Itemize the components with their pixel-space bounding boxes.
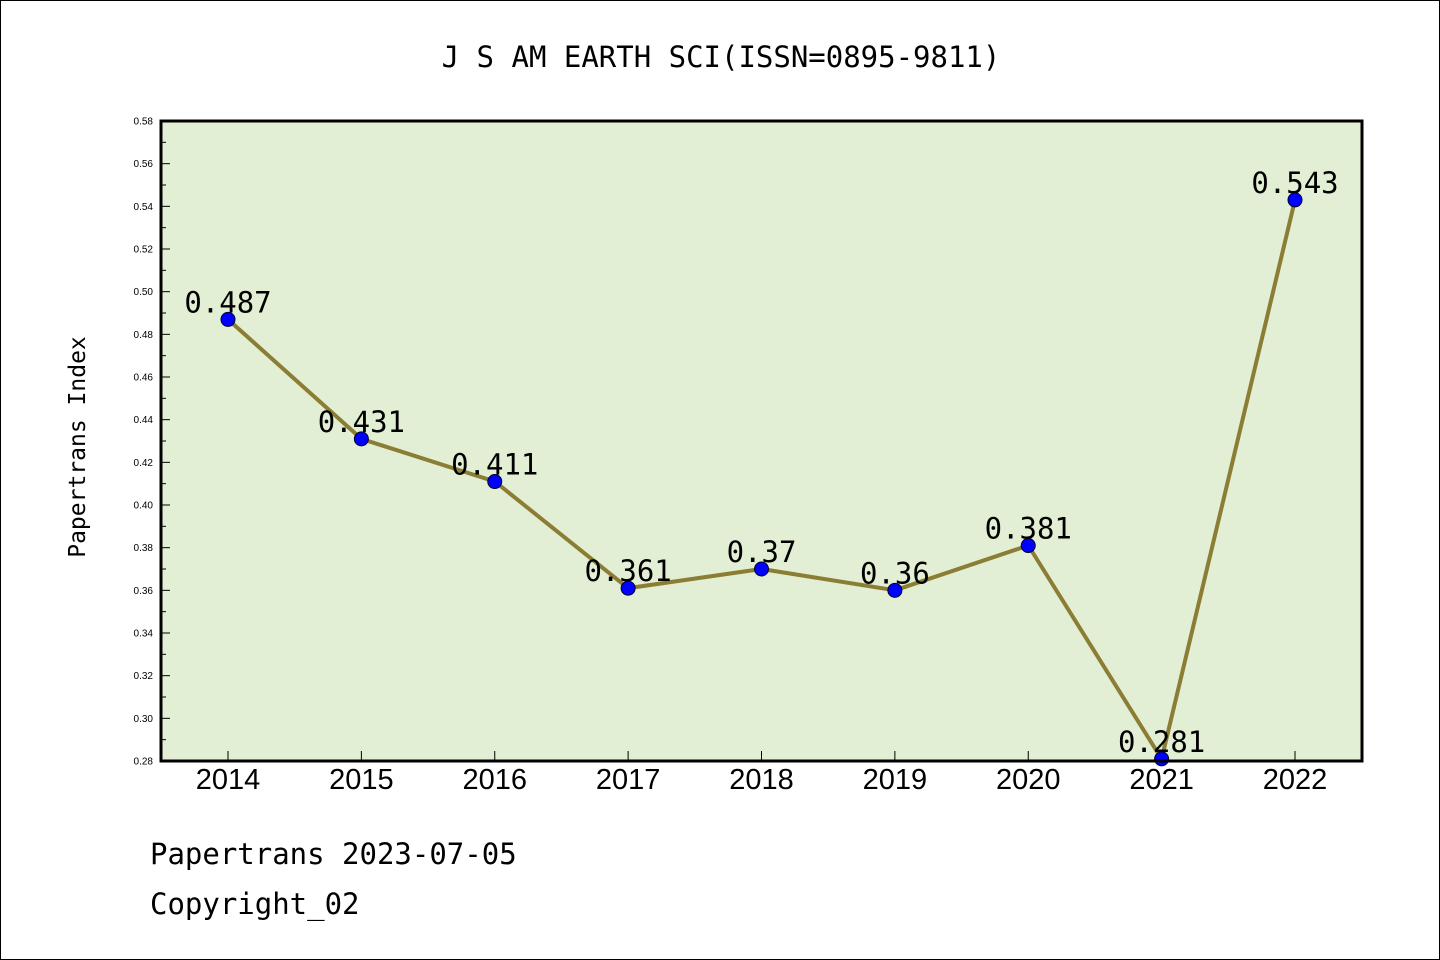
data-point xyxy=(887,582,903,598)
data-label: 0.36 xyxy=(860,556,930,590)
x-tick-label: 2018 xyxy=(729,764,794,796)
chart-title: J S AM EARTH SCI(ISSN=0895-9811) xyxy=(442,40,1001,74)
x-tick-label: 2019 xyxy=(863,764,928,796)
data-point xyxy=(220,311,236,327)
y-tick-label: 0.44 xyxy=(134,415,154,426)
y-tick-label: 0.58 xyxy=(134,117,154,128)
x-tick-label: 2022 xyxy=(1263,764,1328,796)
footer-copyright: Copyright_02 xyxy=(150,887,360,921)
data-label: 0.543 xyxy=(1251,166,1338,200)
data-point xyxy=(1287,192,1303,208)
x-tick-label: 2020 xyxy=(996,764,1061,796)
plot-area: 0.28 0.30 0.32 0.34 0.36 0.38 0.40 0.42 0.44 0.46… xyxy=(134,117,1364,796)
y-tick-label: 0.48 xyxy=(134,330,154,341)
y-tick-label: 0.38 xyxy=(134,543,154,554)
y-tick-label: 0.54 xyxy=(134,202,154,213)
y-tick-label: 0.34 xyxy=(134,629,154,640)
y-tick-label: 0.32 xyxy=(134,671,154,682)
y-tick-label: 0.40 xyxy=(134,501,154,512)
data-point xyxy=(1020,538,1036,554)
x-tick-label: 2021 xyxy=(1129,764,1194,796)
y-tick-label: 0.28 xyxy=(134,757,154,768)
y-tick-label: 0.42 xyxy=(134,458,154,469)
x-tick-label: 2014 xyxy=(196,764,261,796)
y-axis-label: Papertrans Index xyxy=(65,336,91,558)
data-label: 0.411 xyxy=(451,448,538,482)
data-label: 0.37 xyxy=(727,535,797,569)
y-tick-label: 0.46 xyxy=(134,373,154,384)
x-tick-label: 2015 xyxy=(329,764,394,796)
data-point xyxy=(487,474,503,490)
data-point xyxy=(353,431,369,447)
data-point xyxy=(620,580,636,596)
data-label: 0.381 xyxy=(985,512,1072,546)
plot-border xyxy=(159,119,1364,763)
y-tick-label: 0.30 xyxy=(134,714,154,725)
y-tick-label: 0.52 xyxy=(134,245,154,256)
data-point xyxy=(754,561,769,577)
x-tick-label: 2017 xyxy=(596,764,661,796)
y-tick-label: 0.36 xyxy=(134,586,154,597)
plot-background xyxy=(161,121,1362,761)
y-tick-label: 0.50 xyxy=(134,287,154,298)
data-label: 0.487 xyxy=(184,285,271,319)
data-label: 0.361 xyxy=(584,554,671,588)
data-label: 0.431 xyxy=(318,405,405,439)
x-tick-label: 2016 xyxy=(462,764,527,796)
data-label: 0.281 xyxy=(1118,725,1205,759)
y-tick-label: 0.56 xyxy=(134,159,154,170)
footer-date: Papertrans 2023-07-05 xyxy=(150,837,517,871)
